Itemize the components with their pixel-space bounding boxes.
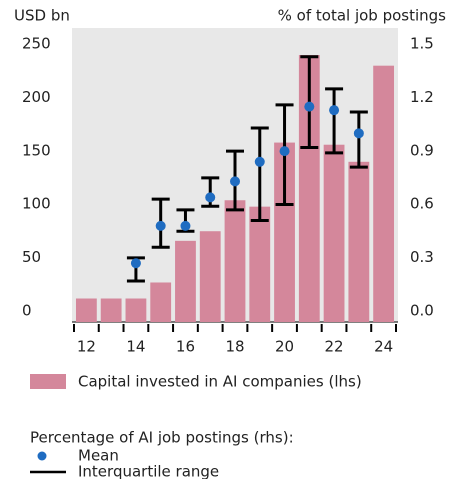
y2-tick-label: 1.5	[410, 35, 434, 53]
legend-label: Interquartile range	[78, 463, 219, 480]
x-tick-label: 20	[275, 338, 294, 356]
bar	[249, 206, 271, 322]
x-tick-label: 22	[325, 338, 344, 356]
bar	[150, 282, 172, 322]
legend-swatch	[30, 374, 66, 389]
y-axis-label: USD bn	[14, 7, 70, 25]
legend-label: Mean	[78, 447, 119, 465]
y-tick-label: 0	[22, 302, 32, 320]
iqr-bar	[325, 87, 344, 155]
x-tick-label: 12	[77, 338, 96, 356]
y2-tick-label: 0.0	[410, 302, 434, 320]
y2-tick-label: 0.9	[410, 141, 434, 159]
y-tick-label: 150	[22, 141, 51, 159]
iqr-bar	[349, 110, 368, 169]
x-tick-label: 16	[176, 338, 195, 356]
mean-dot	[254, 156, 265, 167]
mean-dot	[353, 128, 364, 139]
y2-axis-label: % of total job postings	[278, 7, 447, 25]
x-tick-label: 24	[374, 338, 393, 356]
iqr-bar	[250, 126, 269, 223]
bar	[100, 298, 122, 322]
mean-dot	[130, 258, 141, 269]
mean-dot	[329, 105, 340, 116]
bar	[175, 240, 196, 322]
legend-label: Capital invested in AI companies (lhs)	[78, 373, 362, 391]
x-tick-label: 18	[225, 338, 244, 356]
x-tick-label: 14	[126, 338, 145, 356]
bar	[348, 161, 370, 322]
legend-mean-marker	[37, 451, 47, 461]
mean-dot	[180, 220, 191, 231]
y-tick-label: 250	[22, 35, 51, 53]
bar	[75, 298, 97, 322]
legend-heading: Percentage of AI job postings (rhs):	[30, 429, 294, 447]
bar	[298, 55, 320, 322]
bar	[224, 200, 246, 322]
mean-dot	[205, 192, 216, 203]
mean-dot	[230, 176, 240, 187]
y-tick-label: 200	[22, 88, 51, 106]
y2-tick-label: 1.2	[410, 88, 434, 106]
y-tick-label: 100	[22, 195, 51, 213]
mean-dot	[304, 101, 315, 112]
y2-tick-label: 0.3	[410, 248, 434, 266]
y-tick-label: 50	[22, 248, 41, 266]
bar	[373, 65, 395, 323]
y2-tick-label: 0.6	[410, 195, 434, 213]
bar	[274, 142, 295, 322]
mean-dot	[155, 220, 166, 231]
mean-dot	[279, 146, 290, 157]
bar	[199, 231, 221, 322]
bar	[323, 144, 345, 322]
bar	[125, 298, 147, 322]
